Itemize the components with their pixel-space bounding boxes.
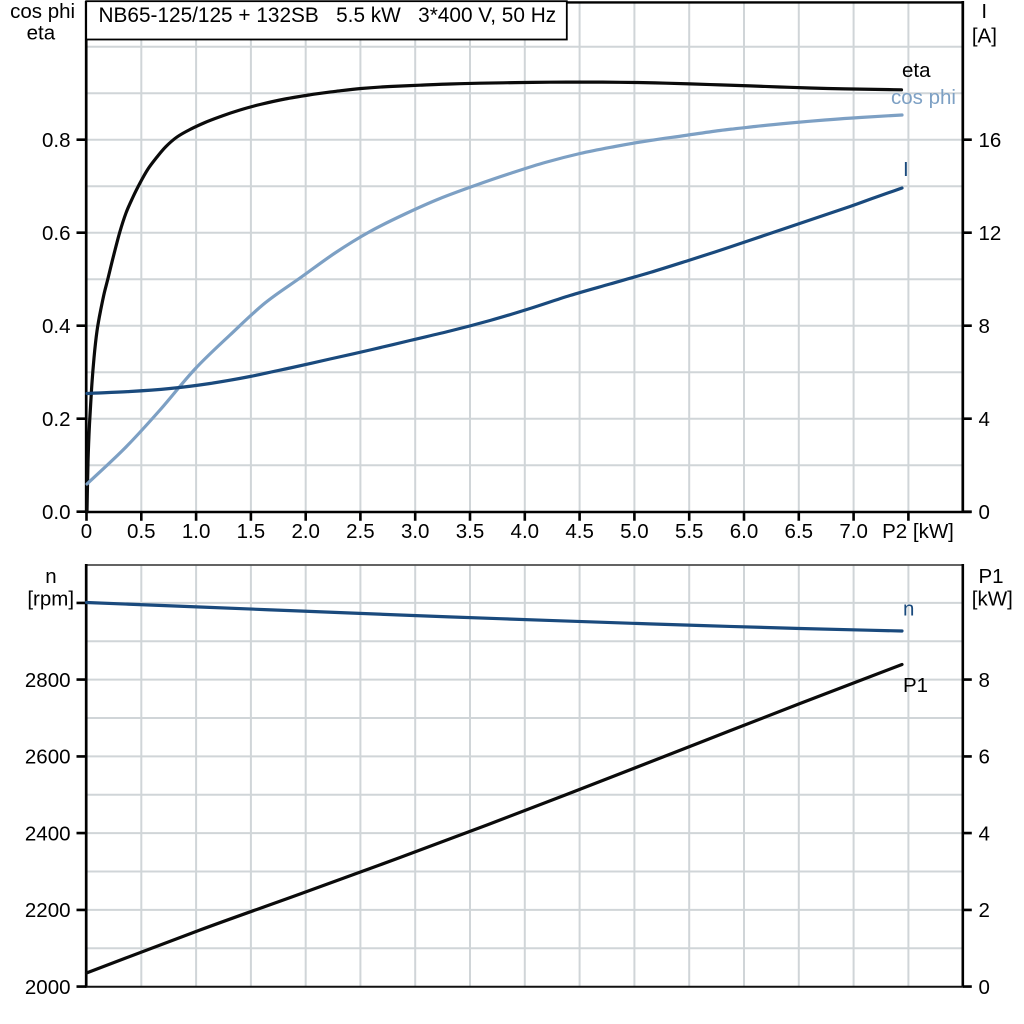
svg-text:16: 16 [979, 129, 1002, 152]
svg-text:1.0: 1.0 [182, 520, 211, 543]
svg-text:0.4: 0.4 [42, 315, 71, 338]
svg-text:cos phi: cos phi [891, 86, 956, 109]
svg-text:[kW]: [kW] [972, 588, 1013, 611]
svg-text:4.5: 4.5 [565, 520, 594, 543]
svg-text:4: 4 [979, 408, 990, 431]
svg-text:3.0: 3.0 [401, 520, 430, 543]
svg-text:0.2: 0.2 [42, 408, 71, 431]
svg-text:1.5: 1.5 [237, 520, 266, 543]
svg-text:3.5: 3.5 [456, 520, 485, 543]
svg-text:2200: 2200 [25, 899, 71, 922]
svg-text:2.5: 2.5 [346, 520, 375, 543]
svg-text:8: 8 [979, 315, 990, 338]
svg-text:6: 6 [979, 746, 990, 769]
svg-text:4.0: 4.0 [511, 520, 540, 543]
svg-text:0: 0 [979, 976, 990, 999]
svg-text:2800: 2800 [25, 669, 71, 692]
svg-text:I: I [903, 158, 909, 181]
svg-text:6.5: 6.5 [785, 520, 814, 543]
svg-text:P1: P1 [903, 674, 928, 697]
svg-text:n: n [45, 565, 56, 588]
svg-text:7.0: 7.0 [839, 520, 868, 543]
svg-text:P2 [kW]: P2 [kW] [882, 520, 954, 543]
svg-text:NB65-125/125 + 132SB 5.5 kW: NB65-125/125 + 132SB 5.5 kW 3*400 V, 50 … [99, 4, 557, 27]
svg-text:2000: 2000 [25, 976, 71, 999]
svg-text:P1: P1 [978, 565, 1003, 588]
svg-text:4: 4 [979, 822, 990, 845]
svg-text:6.0: 6.0 [730, 520, 759, 543]
svg-text:cos phi: cos phi [10, 0, 75, 23]
svg-text:eta: eta [27, 21, 56, 44]
svg-text:8: 8 [979, 669, 990, 692]
svg-text:0: 0 [979, 501, 990, 524]
svg-text:n: n [903, 598, 914, 621]
svg-text:eta: eta [902, 59, 931, 82]
svg-text:5.0: 5.0 [620, 520, 649, 543]
svg-text:[A]: [A] [972, 25, 997, 48]
svg-text:0.8: 0.8 [42, 129, 71, 152]
svg-text:2: 2 [979, 899, 990, 922]
svg-text:0: 0 [81, 520, 92, 543]
svg-text:2400: 2400 [25, 822, 71, 845]
svg-text:I: I [981, 0, 987, 23]
svg-text:2.0: 2.0 [291, 520, 320, 543]
svg-text:12: 12 [979, 222, 1002, 245]
svg-text:0.5: 0.5 [127, 520, 156, 543]
svg-text:0.0: 0.0 [42, 501, 71, 524]
svg-text:5.5: 5.5 [675, 520, 704, 543]
svg-text:0.6: 0.6 [42, 222, 71, 245]
svg-text:2600: 2600 [25, 746, 71, 769]
svg-text:[rpm]: [rpm] [27, 587, 74, 610]
